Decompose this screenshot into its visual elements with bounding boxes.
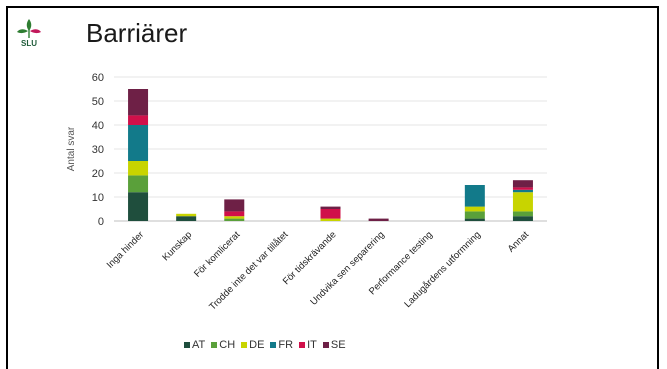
legend-item-fr: FR bbox=[270, 339, 293, 351]
bar-segment-it bbox=[512, 187, 533, 190]
slide bbox=[6, 6, 659, 369]
bar-segment-se bbox=[224, 199, 245, 212]
legend-label: AT bbox=[192, 339, 206, 351]
y-tick-label: 30 bbox=[92, 144, 104, 156]
leaf-icon bbox=[17, 19, 41, 38]
bar-segment-at bbox=[464, 218, 485, 221]
chart-legend: AT CH DE FR IT SE bbox=[184, 339, 346, 351]
legend-swatch bbox=[322, 342, 329, 348]
bar-segment-at bbox=[128, 192, 149, 221]
x-tick-label: Trodde inte det var tillåtet bbox=[207, 229, 291, 313]
legend-item-it: IT bbox=[299, 339, 317, 351]
bar-segment-de bbox=[512, 192, 533, 212]
logo-text: SLU bbox=[21, 39, 37, 48]
bar-segment-it bbox=[224, 211, 245, 217]
legend-item-se: SE bbox=[322, 339, 346, 351]
slide-title: Barriärer bbox=[86, 18, 188, 48]
y-tick-label: 0 bbox=[98, 216, 104, 228]
bar-segment-at bbox=[512, 216, 533, 221]
legend-swatch bbox=[299, 342, 306, 348]
legend-swatch bbox=[270, 342, 277, 348]
x-tick-label: Kunskap bbox=[160, 229, 194, 263]
x-tick-label: Annat bbox=[506, 229, 532, 255]
legend-label: IT bbox=[307, 339, 317, 351]
bar-segment-ch bbox=[128, 175, 149, 193]
x-tick-label: Inga hinder bbox=[105, 229, 146, 270]
bar-segment-de bbox=[224, 216, 245, 219]
y-axis-label: Antal svar bbox=[66, 126, 77, 171]
legend-item-ch: CH bbox=[211, 339, 235, 351]
y-tick-label: 20 bbox=[92, 168, 104, 180]
legend-label: DE bbox=[249, 339, 265, 351]
x-tick-label: För komlicerat bbox=[192, 229, 243, 280]
y-tick-label: 10 bbox=[92, 192, 104, 204]
bar-segment-se bbox=[320, 206, 341, 209]
y-tick-label: 60 bbox=[92, 72, 104, 84]
bar-segment-de bbox=[176, 213, 197, 217]
bar-segment-ch bbox=[512, 211, 533, 217]
y-tick-label: 50 bbox=[92, 96, 104, 108]
bar-segment-fr bbox=[128, 125, 149, 161]
bar-segment-de bbox=[128, 161, 149, 176]
bar-segment-it bbox=[320, 209, 341, 219]
legend-item-at: AT bbox=[184, 339, 205, 351]
bar-segment-fr bbox=[512, 189, 533, 193]
bar-segment-ch bbox=[224, 218, 245, 221]
bar-segment-se bbox=[128, 89, 149, 116]
bar-segment-de bbox=[464, 206, 485, 212]
legend-swatch bbox=[241, 342, 248, 348]
bar-segment-de bbox=[320, 218, 341, 221]
bar-segment-se bbox=[512, 180, 533, 188]
legend-swatch bbox=[184, 342, 190, 348]
legend-label: SE bbox=[330, 339, 346, 351]
bar-segment-fr bbox=[464, 185, 485, 207]
legend-item-de: DE bbox=[241, 339, 264, 351]
bar-segment-it bbox=[128, 115, 149, 125]
legend-swatch bbox=[211, 342, 218, 348]
y-tick-label: 40 bbox=[92, 120, 104, 132]
bar-segment-se bbox=[368, 218, 389, 221]
slu-logo: SLU bbox=[14, 17, 44, 53]
bar-segment-ch bbox=[464, 211, 485, 219]
legend-label: CH bbox=[219, 339, 236, 351]
bar-segment-at bbox=[176, 216, 197, 221]
legend-label: FR bbox=[278, 339, 294, 351]
